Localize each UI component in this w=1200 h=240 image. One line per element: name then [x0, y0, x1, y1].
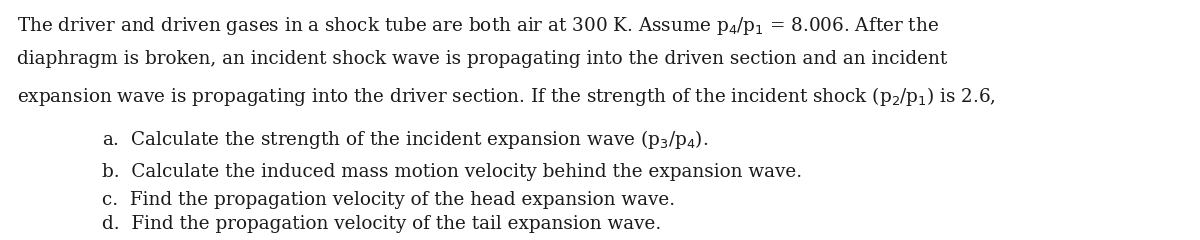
- Text: diaphragm is broken, an incident shock wave is propagating into the driven secti: diaphragm is broken, an incident shock w…: [17, 50, 947, 68]
- Text: The driver and driven gases in a shock tube are both air at 300 K. Assume p$_4$/: The driver and driven gases in a shock t…: [17, 15, 938, 37]
- Text: expansion wave is propagating into the driver section. If the strength of the in: expansion wave is propagating into the d…: [17, 85, 996, 108]
- Text: a.  Calculate the strength of the incident expansion wave (p$_3$/p$_4$).: a. Calculate the strength of the inciden…: [102, 128, 708, 151]
- Text: b.  Calculate the induced mass motion velocity behind the expansion wave.: b. Calculate the induced mass motion vel…: [102, 163, 802, 181]
- Text: c.  Find the propagation velocity of the head expansion wave.: c. Find the propagation velocity of the …: [102, 191, 676, 209]
- Text: d.  Find the propagation velocity of the tail expansion wave.: d. Find the propagation velocity of the …: [102, 215, 661, 233]
